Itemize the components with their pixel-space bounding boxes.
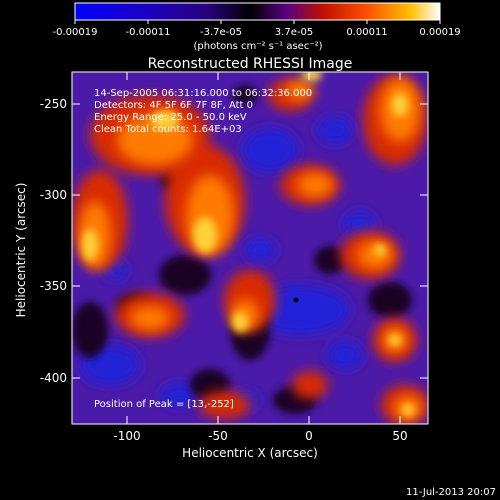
- plot-frame: [71, 71, 429, 425]
- x-axis-ticks: [126, 72, 401, 424]
- annotation-clean-counts: Clean Total counts: 1.64E+03: [94, 124, 242, 135]
- x-axis-label: Heliocentric X (arcsec): [182, 446, 318, 460]
- colorbar-tick-label: 3.7e-05: [275, 27, 313, 38]
- x-tick-label: -100: [113, 429, 140, 443]
- annotation-time-range: 14-Sep-2005 06:31:16.000 to 06:32:36.000: [94, 88, 312, 99]
- y-tick-label: -250: [40, 97, 67, 111]
- colorbar-tick-label: -3.7e-05: [200, 27, 242, 38]
- y-axis-ticks: [72, 103, 428, 379]
- x-tick-label: 0: [305, 429, 313, 443]
- annotation-energy-range: Energy Range: 25.0 - 50.0 keV: [94, 112, 247, 123]
- colorbar-tick-label: -0.00011: [126, 27, 171, 38]
- colorbar-tick-label: 0.00011: [346, 27, 387, 38]
- colorbar-unit-label: (photons cm⁻² s⁻¹ asec⁻²): [193, 41, 322, 52]
- annotation-detectors: Detectors: 4F 5F 6F 7F 8F, Att 0: [94, 100, 253, 111]
- y-tick-label: -400: [40, 371, 67, 385]
- colorbar-ticks: [74, 20, 441, 24]
- annotation-peak-position: Position of Peak = [13,-252]: [94, 399, 234, 410]
- x-tick-label: -50: [208, 429, 228, 443]
- plot-title: Reconstructed RHESSI Image: [148, 56, 353, 72]
- y-tick-label: -350: [40, 279, 67, 293]
- y-tick-label: -300: [40, 188, 67, 202]
- y-axis-label: Heliocentric Y (arcsec): [14, 183, 28, 318]
- rhessi-image: [72, 72, 428, 424]
- x-tick-label: 50: [392, 429, 407, 443]
- colorbar: [74, 2, 441, 21]
- colorbar-tick-label: 0.00019: [419, 27, 460, 38]
- footer-timestamp: 11-Jul-2013 20:07: [406, 487, 496, 498]
- colorbar-tick-label: -0.00019: [53, 27, 98, 38]
